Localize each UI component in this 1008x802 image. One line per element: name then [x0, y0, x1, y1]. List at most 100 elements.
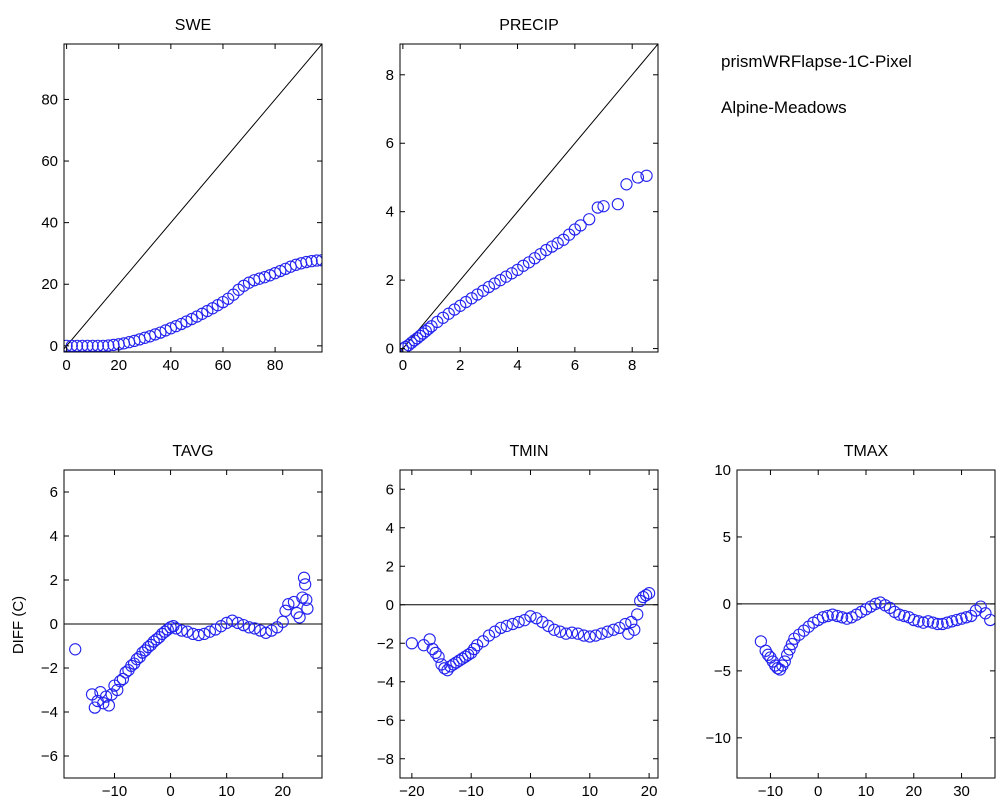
data-point-tmin-0-29 [536, 615, 549, 629]
data-point-tmin-0-30 [542, 619, 555, 633]
data-point-swe-0-41 [274, 264, 287, 278]
y-tick-label-swe-80: 80 [41, 91, 58, 108]
data-point-tmax-0-23 [835, 611, 849, 624]
data-point-tmax-0-38 [907, 613, 920, 627]
data-point-tavg-0-44 [242, 621, 256, 634]
data-point-tavg-0-0 [69, 643, 82, 656]
data-point-tmin-0-10 [447, 658, 460, 671]
data-point-swe-0-18 [154, 326, 167, 339]
data-point-tmax-0-45 [941, 616, 954, 629]
data-point-tmin-0-44 [625, 615, 638, 629]
panel-swe: SWE 0 20 40 60 80 0 20 40 60 80 [41, 17, 323, 374]
x-tick-label-tmin-10: 10 [581, 783, 598, 800]
data-point-tmax-0-39 [912, 615, 925, 628]
data-point-tavg-0-13 [119, 666, 132, 679]
data-point-tavg-0-55 [293, 611, 306, 624]
data-point-tmax-0-41 [921, 615, 935, 628]
data-point-tavg-0-11 [113, 675, 127, 688]
x-tick-label-tmin--10: −10 [458, 783, 483, 800]
data-point-precip-0-9 [422, 322, 435, 335]
x-tick-label-tavg-0: 0 [166, 783, 174, 800]
x-tick-label-precip-4: 4 [513, 357, 521, 374]
data-point-tmin-0-35 [571, 627, 585, 640]
y-tick-label-tavg-0: 0 [50, 616, 58, 633]
data-point-tavg-0-42 [231, 616, 245, 630]
data-point-tmax-0-47 [950, 613, 963, 627]
panel-title-precip: PRECIP [499, 17, 559, 34]
y-tick-label-swe-20: 20 [41, 276, 58, 293]
data-point-tavg-0-32 [175, 624, 188, 637]
data-point-tmin-0-21 [488, 625, 502, 638]
panel-title-swe: SWE [175, 17, 211, 34]
data-point-tmax-0-54 [984, 613, 995, 627]
data-point-tmin-0-31 [548, 623, 561, 636]
y-tick-label-precip-0: 0 [386, 341, 394, 358]
data-point-tmax-0-22 [831, 609, 844, 623]
x-tick-label-swe-20: 20 [110, 357, 127, 374]
data-point-tmax-0-48 [955, 612, 968, 625]
y-tick-label-swe-40: 40 [41, 215, 58, 232]
axes-frame-tmin [399, 469, 659, 779]
data-point-tmin-0-34 [565, 626, 579, 639]
data-point-swe-0-6 [91, 339, 105, 352]
data-point-tmin-0-39 [595, 627, 608, 640]
data-point-tmin-0-38 [589, 629, 602, 642]
panel-tmax: TMAX −10 0 10 20 30 −10 −5 0 5 10 [706, 443, 996, 800]
y-tick-label-tmin--4: −4 [377, 674, 394, 691]
data-point-tmax-0-30 [869, 597, 882, 611]
data-point-tavg-0-2 [88, 701, 101, 714]
panel-title-tavg: TAVG [172, 443, 213, 460]
data-point-tmax-0-13 [788, 632, 801, 645]
data-point-tmax-0-2 [761, 648, 775, 661]
y-tick-label-tmin-2: 2 [386, 558, 394, 575]
data-point-tmax-0-53 [979, 607, 992, 620]
data-point-tmin-0-3 [426, 642, 439, 656]
data-point-tmax-0-35 [893, 608, 906, 621]
y-tick-label-tmax-10: 10 [714, 462, 731, 479]
data-point-swe-0-42 [279, 262, 292, 275]
data-point-tmax-0-44 [936, 617, 949, 631]
panel-precip: PRECIP 0 2 4 6 8 0 2 4 6 8 [386, 17, 659, 374]
axes-frame-tmax [736, 469, 996, 779]
data-point-tmax-0-10 [781, 648, 794, 661]
y-tick-label-tmax--5: −5 [714, 663, 731, 680]
y-tick-label-tmin--8: −8 [377, 751, 394, 768]
data-point-tmin-0-13 [456, 652, 469, 665]
data-point-tmin-0-9 [444, 660, 457, 673]
x-tick-label-swe-0: 0 [62, 357, 70, 374]
data-point-precip-0-37 [583, 213, 596, 226]
data-point-tavg-0-47 [259, 626, 273, 639]
y-tick-label-tavg-6: 6 [50, 484, 58, 501]
y-tick-label-tavg-4: 4 [50, 528, 58, 545]
data-point-swe-0-47 [305, 254, 318, 268]
data-point-tmin-0-4 [429, 646, 442, 660]
data-point-tmax-0-43 [931, 617, 944, 631]
y-tick-label-swe-60: 60 [41, 153, 58, 170]
data-point-precip-0-36 [574, 219, 587, 232]
x-tick-label-tmin--20: −20 [399, 783, 424, 800]
data-point-tmin-0-28 [530, 612, 543, 625]
data-area-tmin [400, 587, 658, 677]
data-point-swe-0-17 [149, 328, 162, 341]
data-point-precip-0-40 [611, 198, 625, 211]
data-point-tmin-0-48 [639, 588, 653, 602]
y-tick-label-precip-6: 6 [386, 135, 394, 152]
data-point-tmin-0-22 [494, 621, 507, 634]
data-point-tavg-0-45 [248, 622, 261, 635]
x-tick-label-tmin-0: 0 [526, 783, 534, 800]
data-point-tavg-0-52 [282, 598, 295, 611]
data-point-tmax-0-19 [816, 611, 830, 624]
data-point-tmax-0-51 [969, 604, 983, 617]
data-point-tmax-0-11 [783, 643, 796, 656]
data-point-tavg-0-37 [203, 625, 216, 638]
data-point-tmin-0-25 [512, 615, 525, 629]
y-tick-label-tmin--6: −6 [377, 712, 394, 729]
data-point-tmin-0-18 [470, 639, 484, 652]
data-point-tmin-0-36 [577, 629, 591, 642]
data-point-tmin-0-12 [453, 654, 466, 667]
x-tick-label-precip-6: 6 [571, 357, 579, 374]
data-point-tmin-0-5 [432, 650, 445, 663]
data-point-tavg-0-10 [111, 683, 124, 697]
data-point-tavg-0-57 [297, 571, 311, 584]
